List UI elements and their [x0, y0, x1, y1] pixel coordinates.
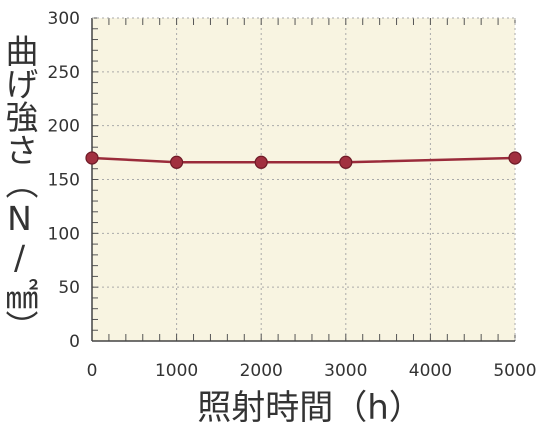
minor-ticks	[91, 17, 516, 342]
y-tick-label: 50	[58, 278, 80, 298]
data-point	[254, 155, 268, 169]
y-tick-label: 200	[48, 117, 80, 137]
x-tick-label: 1000	[155, 361, 198, 381]
y-tick-label: 150	[48, 171, 80, 191]
y-tick-label: 250	[48, 63, 80, 83]
x-tick-label: 4000	[409, 361, 452, 381]
data-point	[339, 155, 353, 169]
x-tick-label: 5000	[493, 361, 536, 381]
x-tick-label: 2000	[240, 361, 283, 381]
axes	[91, 17, 516, 342]
x-tick-label: 3000	[324, 361, 367, 381]
y-tick-label: 0	[69, 332, 80, 352]
y-tick-label: 100	[48, 224, 80, 244]
y-axis-label: 曲げ強さ（N/㎟）	[0, 34, 39, 343]
y-tick-labels: 0 50 100 150 200 250 300	[48, 9, 80, 352]
data-point	[508, 151, 522, 165]
data-point	[85, 151, 99, 165]
data-point	[170, 155, 184, 169]
x-tick-labels: 0 1000 2000 3000 4000 5000	[87, 361, 537, 381]
series-group	[85, 151, 522, 169]
x-axis-label: 照射時間（h）	[197, 388, 423, 428]
x-tick-label: 0	[87, 361, 98, 381]
y-tick-label: 300	[48, 9, 80, 29]
